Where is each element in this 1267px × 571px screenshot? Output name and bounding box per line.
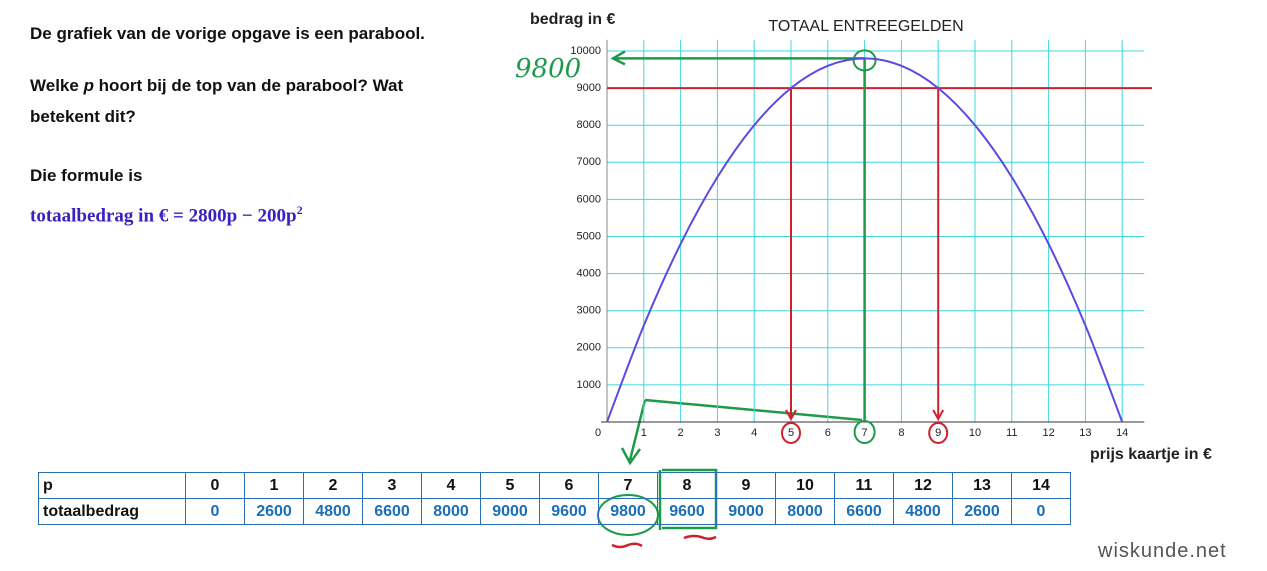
table-cell: 9000 [716,498,776,525]
table-cell: 5 [480,472,540,499]
value-table: p 0 1 2 3 4 5 6 7 8 9 10 11 12 13 14 totaalbedrag 0 2600 48… [38,472,1071,525]
table-cell: 11 [834,472,894,499]
green-arrowhead [610,50,626,66]
y-tick-label: 4000 [577,268,601,280]
table-cell: 1 [244,472,304,499]
table-cell: 12 [893,472,953,499]
x-tick-label: 13 [1079,427,1091,439]
x-axis-label: prijs kaartje in € [1090,446,1212,463]
table-cell: 0 [185,472,245,499]
question: Welke p hoort bij de top van de parabool… [30,70,470,132]
table-cell: 8000 [421,498,481,525]
statement: De grafiek van de vorige opgave is een p… [30,24,425,43]
y-tick-label: 7000 [577,156,601,168]
y-tick-label: 2000 [577,342,601,354]
x-tick-label: 14 [1116,427,1128,439]
green-arrow [620,398,863,466]
y-tick-label: 5000 [577,230,601,242]
x-tick-label: 10 [969,427,981,439]
x-tick-label: 7 [862,427,868,439]
table-row: totaalbedrag 0 2600 4800 6600 8000 9000 9600 980… [38,498,1071,525]
y-tick-label: 6000 [577,193,601,205]
red-squiggle [611,534,717,549]
table-cell: 6600 [834,498,894,525]
table-cell: 0 [185,498,245,525]
red-arrowhead [785,409,797,422]
y-tick-label: 10000 [570,45,601,57]
chart-title: TOTAAL ENTREEGELDEN [768,18,963,35]
table-row: p 0 1 2 3 4 5 6 7 8 9 10 11 12 13 14 [38,472,1071,499]
red-arrowhead [932,409,945,422]
table-cell: 2 [303,472,363,499]
table-cell: 9600 [657,498,717,525]
green-circle [853,420,876,444]
table-cell: 0 [1011,498,1071,525]
table-cell: 6 [539,472,599,499]
x-tick-label: 5 [788,427,794,439]
x-tick-label: 0 [595,427,601,439]
x-tick-label: 6 [825,427,831,439]
y-tick-label: 3000 [577,305,601,317]
x-tick-label: 8 [898,427,904,439]
formula-rhs: 2800p − 200p [188,205,297,227]
table-cell: 8000 [775,498,835,525]
formula-exp: 2 [296,203,303,217]
table-cell: totaalbedrag [38,498,186,525]
x-tick-label: 3 [714,427,720,439]
table-cell: 6600 [362,498,422,525]
intro: Die formule is [30,166,143,185]
watermark: wiskunde.net [1098,540,1227,562]
formula-eq: = [173,205,184,227]
table-cell: 9000 [480,498,540,525]
table-cell: 4 [421,472,481,499]
question-text: hoort bij de top van de parabool? Wat be… [30,76,404,126]
table-cell: 13 [952,472,1012,499]
formula: totaalbedrag in € = 2800p − 200p2 [30,203,303,227]
x-tick-label: 12 [1042,427,1054,439]
table-cell: 9800 [598,498,658,525]
y-axis-label: bedrag in € [530,11,615,28]
table-cell: 3 [362,472,422,499]
table-cell: 4800 [893,498,953,525]
table-cell: p [38,472,186,499]
red-circle [928,422,949,444]
table-cell: 10 [775,472,835,499]
x-tick-label: 11 [1006,427,1017,439]
table-cell: 9600 [539,498,599,525]
y-tick-label: 9000 [577,82,601,94]
table-cell: 7 [598,472,658,499]
question-text: Welke [30,76,84,95]
table-cell: 8 [657,472,717,499]
table-cell: 9 [716,472,776,499]
red-circle [781,422,801,444]
table-cell: 4800 [303,498,363,525]
table-cell: 2600 [952,498,1012,525]
x-tick-label: 9 [935,427,941,439]
y-tick-label: 1000 [577,379,601,391]
green-circle [852,49,877,72]
x-tick-label: 4 [751,427,757,439]
x-tick-label: 1 [641,427,647,439]
table-cell: 2600 [244,498,304,525]
formula-lhs: totaalbedrag in € [30,205,169,227]
note: 9800 [515,54,581,84]
table-cell: 14 [1011,472,1071,499]
x-tick-label: 2 [678,427,684,439]
curve [606,57,1124,423]
question-var: p [83,76,94,95]
y-tick-label: 8000 [577,119,601,131]
